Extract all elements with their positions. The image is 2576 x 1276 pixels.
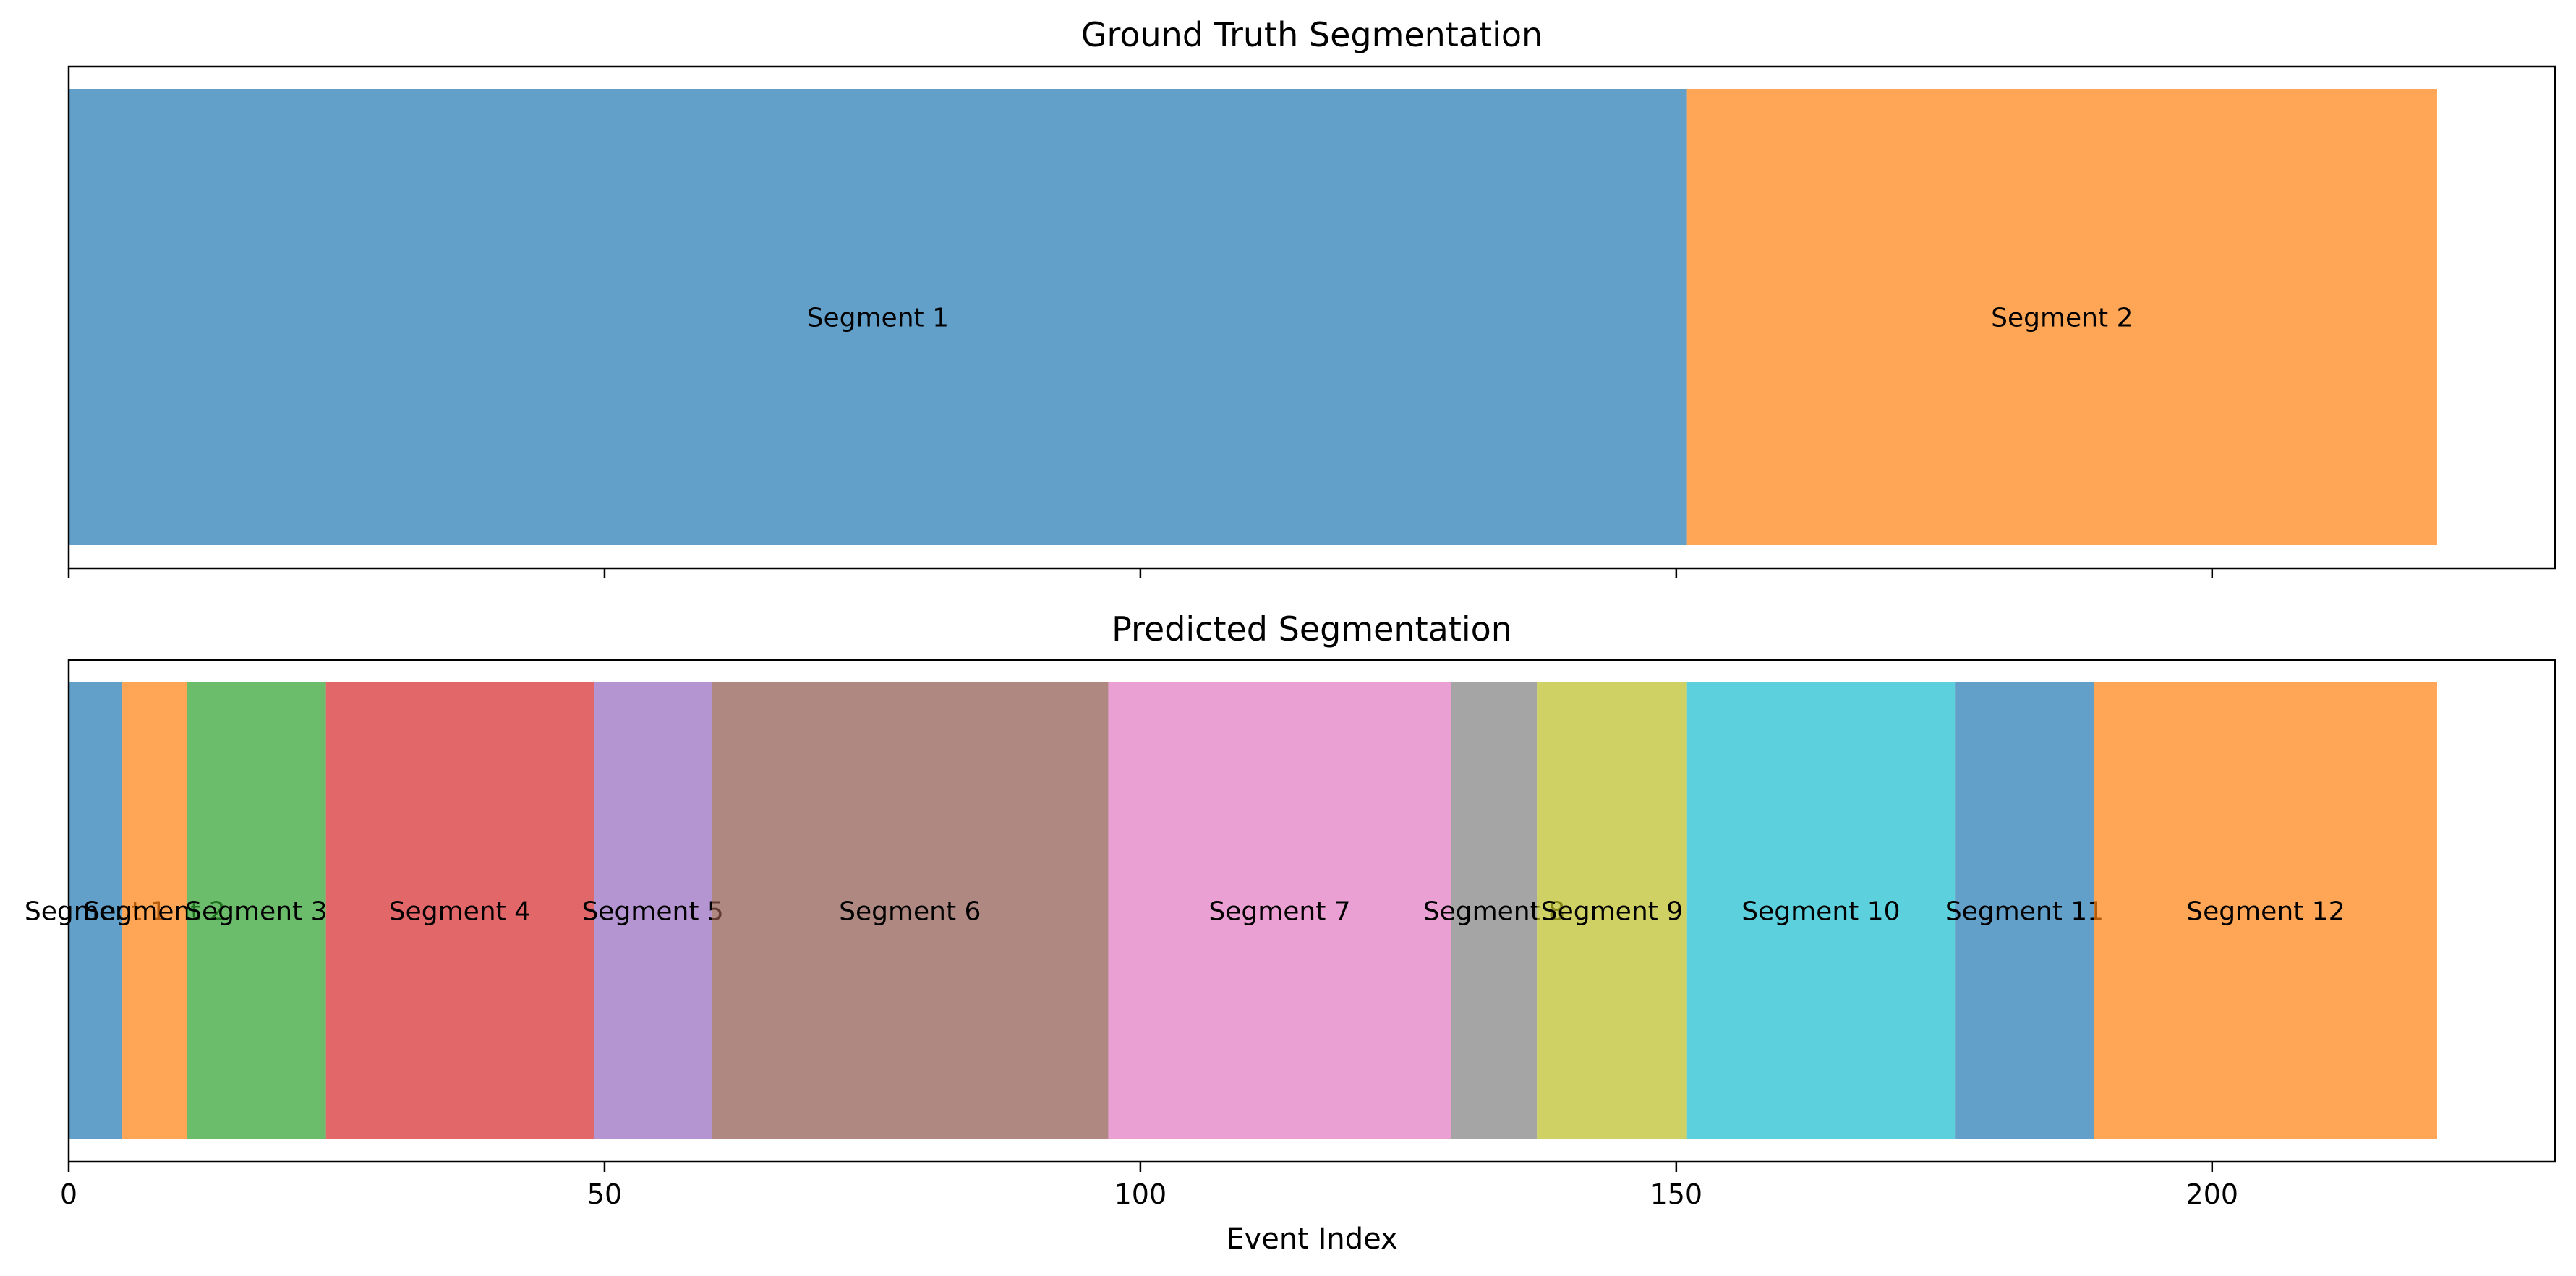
ground-truth-axes: Ground Truth Segmentation Segment 1 Segme…	[67, 15, 2556, 578]
predicted-x-tick-label: 50	[587, 1178, 622, 1210]
ground-truth-segment-label: Segment 1	[807, 304, 949, 333]
ground-truth-segment-bar	[1686, 89, 2437, 545]
predicted-segment-label: Segment 11	[1945, 897, 2104, 927]
predicted-segment-bar	[2094, 682, 2437, 1139]
predicted-x-ticks: 0 50 100 150 200	[60, 1162, 2238, 1210]
predicted-segment-bar	[69, 682, 123, 1139]
predicted-segment-bar	[1686, 682, 1956, 1139]
predicted-segment-bar	[1537, 682, 1687, 1139]
predicted-segment-bar	[1955, 682, 2094, 1139]
predicted-segment-bar	[712, 682, 1109, 1139]
predicted-x-tick-label: 0	[60, 1178, 77, 1210]
ground-truth-frame	[67, 65, 2556, 570]
predicted-segment-label: Segment 12	[2186, 897, 2345, 927]
predicted-x-tick-label: 150	[1650, 1178, 1703, 1210]
ground-truth-title: Ground Truth Segmentation	[1081, 15, 1543, 54]
predicted-segment-label: Segment 7	[1208, 897, 1350, 927]
predicted-segment-bar	[187, 682, 326, 1139]
predicted-segment-bar	[1108, 682, 1451, 1139]
predicted-title: Predicted Segmentation	[1112, 609, 1512, 648]
predicted-segment-bar	[594, 682, 712, 1139]
predicted-segment-bar	[122, 682, 187, 1139]
predicted-segment-label: Segment 9	[1541, 897, 1683, 927]
predicted-x-tick-label: 100	[1114, 1178, 1167, 1210]
predicted-segment-label: Segment 6	[839, 897, 981, 927]
predicted-segment-bar	[325, 682, 594, 1139]
ground-truth-segment-label: Segment 2	[1991, 304, 2133, 333]
predicted-segment-label: Segment 5	[581, 897, 723, 927]
ground-truth-segment-bar	[69, 89, 1687, 545]
predicted-x-tick-label: 200	[2186, 1178, 2239, 1210]
predicted-segment-label: Segment 3	[185, 897, 327, 927]
predicted-frame	[67, 659, 2556, 1163]
predicted-segment-label: Segment 10	[1741, 897, 1900, 927]
predicted-axes: Predicted Segmentation Segment 1Segment …	[25, 609, 2556, 1256]
ground-truth-segments: Segment 1 Segment 2	[69, 89, 2437, 545]
x-axis-label: Event Index	[1226, 1223, 1397, 1256]
predicted-segment-bar	[1451, 682, 1538, 1139]
ground-truth-x-ticks	[67, 568, 2214, 578]
predicted-segment-label: Segment 4	[389, 897, 531, 927]
